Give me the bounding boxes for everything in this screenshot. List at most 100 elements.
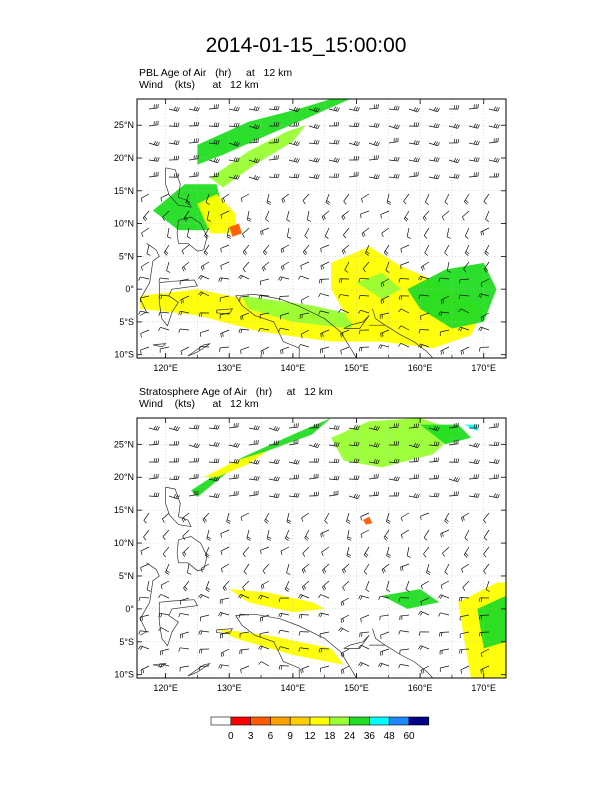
- plot2-coastline-8: [384, 644, 434, 678]
- wind-barb: [306, 210, 312, 222]
- wind-barb: [400, 244, 410, 253]
- plot2-y-tick-label: 5°N: [119, 571, 134, 581]
- wind-barb: [162, 512, 170, 523]
- wind-barb: [468, 123, 480, 129]
- wind-barb: [248, 175, 260, 181]
- wind-barb: [148, 120, 159, 127]
- plot1-coastline-8: [384, 324, 434, 358]
- wind-barb: [200, 563, 210, 573]
- wind-barb: [328, 425, 340, 430]
- wind-barb: [260, 227, 270, 236]
- colorbar-swatch: [210, 716, 232, 726]
- wind-barb: [180, 597, 190, 605]
- wind-barb: [386, 193, 392, 205]
- wind-barb: [483, 261, 490, 273]
- wind-barb: [301, 563, 310, 574]
- plot1-coastline-3: [158, 279, 198, 327]
- wind-barb: [418, 631, 430, 636]
- wind-barb: [240, 346, 250, 355]
- wind-barb: [168, 494, 180, 500]
- wind-barb: [206, 210, 212, 222]
- wind-barb: [301, 512, 310, 522]
- wind-barb: [398, 295, 410, 300]
- wind-barb: [198, 346, 210, 351]
- plot2-age-region-7: [381, 589, 440, 609]
- plot2: 120°E 130°E 140°E 150°E 160°E 170°E 10°S 5°S 0° 5…: [114, 417, 507, 693]
- wind-barb: [278, 597, 290, 603]
- wind-barb: [428, 441, 440, 447]
- wind-barb: [198, 275, 210, 280]
- wind-barb: [188, 106, 200, 112]
- wind-barb: [398, 278, 410, 283]
- colorbar-label: 24: [344, 731, 356, 742]
- wind-barb: [338, 627, 350, 633]
- plot2-x-tick-label: 140°E: [281, 683, 306, 693]
- wind-barb: [278, 327, 290, 332]
- wind-barb: [461, 563, 470, 573]
- plot1-coastline-10: [216, 308, 234, 315]
- wind-barb: [480, 227, 490, 236]
- colorbar-swatch: [369, 716, 390, 726]
- wind-barb: [159, 648, 170, 656]
- plot1-title: PBL Age of Air (hr) at 12 km Wind (kts) …: [139, 67, 292, 91]
- wind-barb: [403, 210, 410, 222]
- plot1-y-tick-label: 20°N: [114, 153, 134, 163]
- wind-barb: [238, 613, 250, 619]
- wind-barb: [318, 310, 330, 315]
- wind-barb: [199, 665, 210, 671]
- wind-barb: [168, 122, 180, 127]
- plot2-y-tick-label: 5°S: [119, 637, 134, 647]
- wind-barb: [439, 631, 450, 637]
- wind-barb: [158, 663, 170, 668]
- wind-barb: [458, 597, 470, 602]
- wind-barb: [208, 104, 219, 110]
- wind-barb: [368, 141, 380, 147]
- wind-barb: [348, 122, 360, 127]
- plot1-coastline-9: [187, 343, 211, 357]
- plot1-coastline-2: [139, 243, 160, 316]
- wind-barb: [148, 171, 159, 178]
- wind-barb: [388, 137, 399, 144]
- wind-barb: [181, 261, 190, 272]
- plot1-wind-barbs: [138, 103, 500, 355]
- plot1-x-tick-label: 140°E: [281, 363, 306, 373]
- wind-barb: [483, 193, 490, 205]
- wind-barb: [358, 295, 370, 300]
- wind-barb: [308, 458, 320, 463]
- wind-barb: [166, 261, 171, 273]
- wind-barb: [343, 227, 350, 239]
- wind-barb: [318, 648, 330, 653]
- wind-barb: [360, 210, 370, 219]
- wind-barb: [181, 244, 190, 255]
- wind-barb: [199, 614, 210, 622]
- wind-barb: [205, 580, 211, 592]
- wind-barb: [203, 244, 210, 256]
- colorbar-swatch: [250, 716, 271, 726]
- plot1-x-tick-label: 160°E: [408, 363, 433, 373]
- wind-barb: [358, 595, 370, 600]
- wind-barb: [168, 475, 180, 481]
- wind-barb: [228, 458, 240, 464]
- wind-barb: [198, 648, 210, 654]
- plot2-title-line1: Stratosphere Age of Air (hr) at 12 km: [139, 386, 333, 398]
- wind-barb: [258, 327, 270, 333]
- wind-barb: [383, 244, 390, 256]
- colorbar-swatch: [349, 716, 370, 726]
- plot2-x-tick-label: 150°E: [344, 683, 369, 693]
- wind-barb: [380, 295, 390, 304]
- wind-barb: [284, 580, 290, 592]
- wind-barb: [268, 173, 280, 179]
- wind-barb: [239, 631, 250, 638]
- colorbar: 0 3 6 9 12 18 24 36 48 60: [210, 716, 430, 742]
- plot2-coastline-4: [235, 613, 357, 678]
- wind-barb: [488, 474, 499, 480]
- plot2-coastline-3: [158, 599, 198, 647]
- wind-barb: [440, 346, 450, 355]
- wind-barb: [278, 276, 290, 281]
- plot1-frame: [136, 98, 507, 359]
- wind-barb: [488, 493, 500, 499]
- wind-barb: [138, 276, 150, 281]
- wind-barb: [328, 173, 340, 178]
- wind-barb: [428, 492, 440, 498]
